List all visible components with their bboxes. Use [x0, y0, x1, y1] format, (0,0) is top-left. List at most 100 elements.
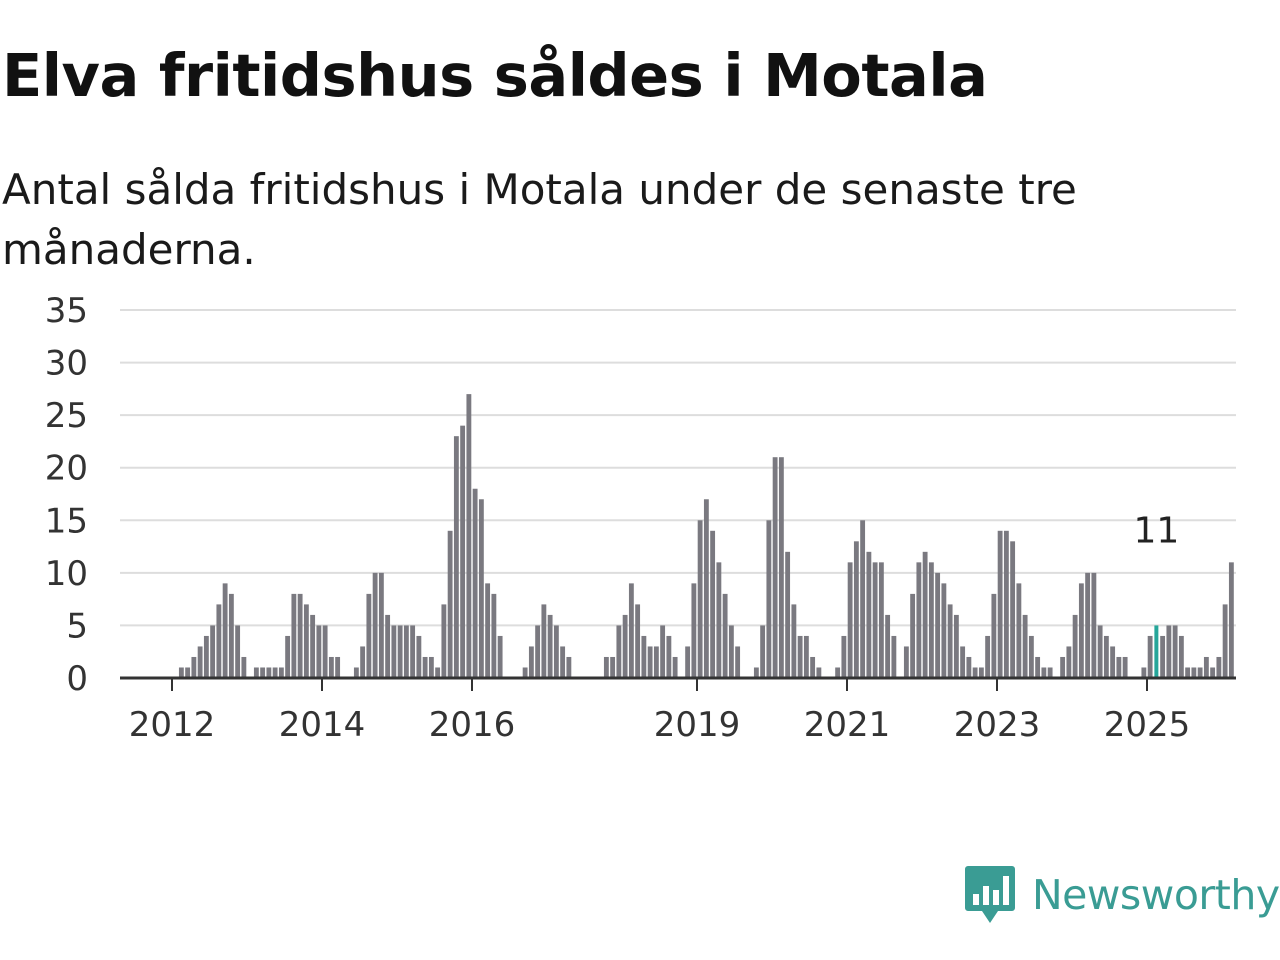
bar: [935, 572, 941, 678]
bar: [941, 583, 947, 678]
bar-highlight: [1154, 625, 1159, 678]
y-tick-label: 30: [45, 344, 88, 384]
bar: [553, 625, 559, 678]
bar: [566, 656, 572, 678]
brand-logo: Newsworthy: [964, 864, 1280, 926]
bar: [178, 667, 184, 678]
bar: [353, 667, 359, 678]
bar: [903, 646, 909, 678]
bar: [691, 583, 697, 678]
bar: [385, 614, 391, 678]
bar: [522, 667, 528, 678]
brand-name: Newsworthy: [1032, 871, 1280, 919]
bar: [1178, 635, 1184, 678]
bar: [835, 667, 841, 678]
bar: [197, 646, 203, 678]
bar: [922, 551, 928, 678]
bar: [1160, 635, 1166, 678]
y-tick-label: 10: [45, 554, 88, 594]
bar: [191, 656, 197, 678]
bar: [303, 604, 309, 678]
bar: [278, 667, 284, 678]
bar: [972, 667, 978, 678]
y-tick-label: 5: [66, 606, 88, 646]
bar: [397, 625, 403, 678]
y-tick-label: 25: [45, 396, 88, 436]
bar: [378, 572, 384, 678]
bar: [878, 562, 884, 678]
bar: [1010, 541, 1016, 678]
bar: [1041, 667, 1047, 678]
bar: [1197, 667, 1203, 678]
bar: [753, 667, 759, 678]
bar: [497, 635, 503, 678]
bar: [203, 635, 209, 678]
bar: [472, 488, 478, 678]
bar: [622, 614, 628, 678]
bar: [460, 425, 466, 678]
bar: [685, 646, 691, 678]
bar: [603, 656, 609, 678]
bar: [703, 499, 709, 678]
bar: [803, 635, 809, 678]
bar: [953, 614, 959, 678]
bar: [185, 667, 191, 678]
bar: [916, 562, 922, 678]
bar: [1203, 656, 1209, 678]
bar: [797, 635, 803, 678]
bar: [1035, 656, 1041, 678]
bar: [1147, 635, 1153, 678]
bar: [372, 572, 378, 678]
bar: [997, 530, 1003, 678]
bar: [910, 593, 916, 678]
bar: [716, 562, 722, 678]
bar: [1172, 625, 1178, 678]
bar: [528, 646, 534, 678]
bar: [960, 646, 966, 678]
bar: [1060, 656, 1066, 678]
bar: [485, 583, 491, 678]
bar: [1122, 656, 1128, 678]
y-axis: 0 5 10 15 20 25 30 35: [45, 291, 88, 699]
bar: [722, 593, 728, 678]
bar: [672, 656, 678, 678]
bar: [978, 667, 984, 678]
bar: [872, 562, 878, 678]
bar: [610, 656, 616, 678]
y-tick-label: 15: [45, 501, 88, 541]
chart-subtitle: Antal sålda fritidshus i Motala under de…: [2, 165, 1077, 274]
bar: [891, 635, 897, 678]
x-axis: 2012 2014 2016 2019 2021 2023 2025: [120, 676, 1236, 745]
bar: [947, 604, 953, 678]
chart-title: Elva fritidshus såldes i Motala: [2, 41, 988, 110]
bar: [847, 562, 853, 678]
bar: [735, 646, 741, 678]
bar: [428, 656, 434, 678]
bar: [772, 457, 778, 678]
bar: [816, 667, 822, 678]
newsworthy-logo-icon: [965, 866, 1015, 923]
y-tick-label: 20: [45, 449, 88, 489]
x-tick-label: 2012: [129, 705, 216, 745]
bar: [291, 593, 297, 678]
bar: [766, 520, 772, 678]
x-tick-label: 2016: [429, 705, 516, 745]
bar: [285, 635, 291, 678]
bar: [241, 656, 247, 678]
gridlines: [120, 309, 1236, 627]
highlight-value-label: 11: [1133, 510, 1179, 551]
bar: [235, 625, 241, 678]
bar: [1110, 646, 1116, 678]
x-tick-label: 2019: [654, 705, 741, 745]
bar: [560, 646, 566, 678]
bar: [985, 635, 991, 678]
bar: [647, 646, 653, 678]
x-tick-label: 2023: [954, 705, 1041, 745]
bar: [253, 667, 259, 678]
bar: [1216, 656, 1222, 678]
bar: [541, 604, 547, 678]
bar: [1141, 667, 1147, 678]
bars: [178, 394, 1234, 678]
bar: [403, 625, 409, 678]
bar: [791, 604, 797, 678]
